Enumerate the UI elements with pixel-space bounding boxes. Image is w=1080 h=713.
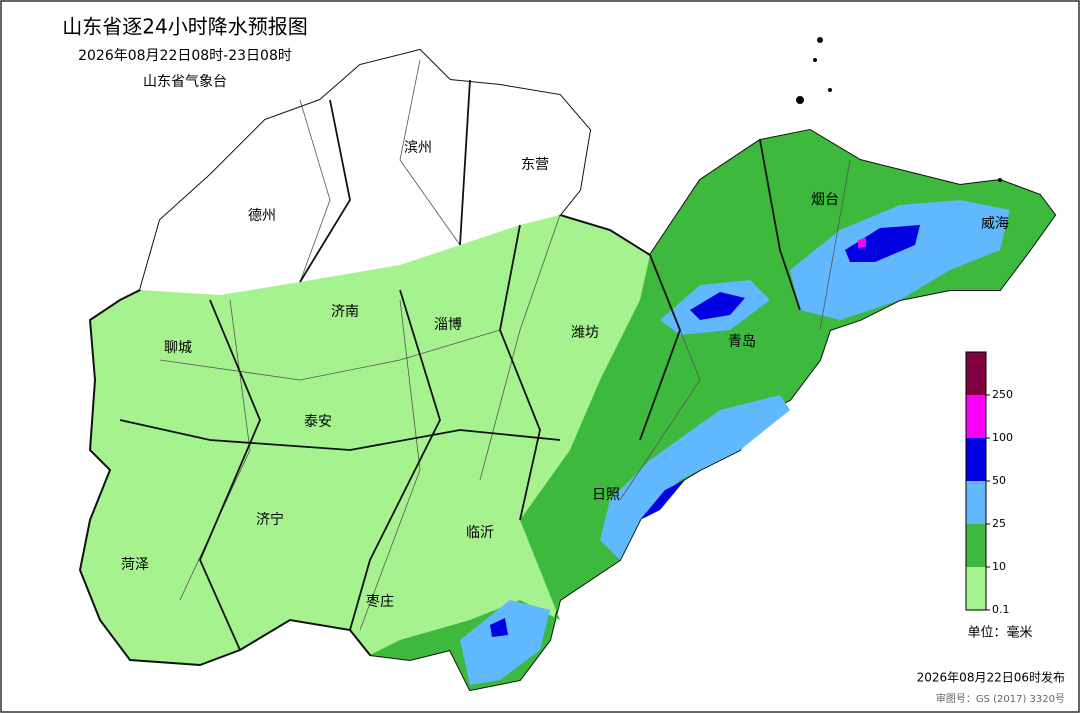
legend-swatch xyxy=(966,524,986,567)
rain-100 xyxy=(858,238,866,248)
legend-swatch xyxy=(966,567,986,610)
city-label: 东营 xyxy=(521,157,549,173)
city-label: 威海 xyxy=(981,216,1009,232)
legend-frame xyxy=(965,351,987,611)
review-number: 审图号：GS (2017) 3320号 xyxy=(936,692,1065,705)
city-borders xyxy=(119,79,801,651)
islands xyxy=(796,37,1002,182)
county-borders xyxy=(159,59,851,631)
period: 2026年08月22日08时-23日08时 xyxy=(78,48,292,64)
city-label: 泰安 xyxy=(304,414,332,430)
city-label: 聊城 xyxy=(164,340,192,356)
city-label: 济宁 xyxy=(256,511,284,528)
title-block: 山东省逐24小时降水预报图 2026年08月22日08时-23日08时 山东省气… xyxy=(62,15,307,91)
legend-swatch xyxy=(966,438,986,481)
issued-time: 2026年08月22日06时发布 xyxy=(917,670,1065,685)
city-label: 菏泽 xyxy=(121,557,149,573)
province-map xyxy=(78,37,1057,692)
dry-area xyxy=(140,50,590,295)
legend-swatch xyxy=(966,395,986,438)
rain-50 xyxy=(490,225,920,637)
legend-swatch xyxy=(966,481,986,524)
legend: 0.1 10 25 50 100 250 xyxy=(965,351,1013,616)
legend-unit: 单位：毫米 xyxy=(967,625,1032,641)
city-label: 临沂 xyxy=(466,525,494,541)
rain-25 xyxy=(460,200,1010,685)
map-title: 山东省逐24小时降水预报图 xyxy=(62,15,307,39)
city-label: 枣庄 xyxy=(366,593,394,610)
legend-label: 10 xyxy=(992,560,1006,573)
legend-label: 100 xyxy=(992,431,1013,444)
city-label: 济南 xyxy=(331,304,359,320)
city-labels: 滨州 东营 德州 烟台 威海 济南 淄博 潍坊 聊城 青岛 泰安 日照 济宁 临… xyxy=(121,140,1009,610)
legend-label: 50 xyxy=(992,474,1006,487)
city-label: 日照 xyxy=(592,487,620,503)
legend-swatch xyxy=(966,352,986,395)
city-label: 青岛 xyxy=(728,334,756,350)
city-label: 烟台 xyxy=(811,192,839,208)
legend-label: 25 xyxy=(992,517,1006,530)
city-label: 德州 xyxy=(248,208,276,224)
issuer: 山东省气象台 xyxy=(143,74,227,90)
city-label: 潍坊 xyxy=(571,325,599,341)
legend-label: 0.1 xyxy=(992,603,1010,616)
legend-label: 250 xyxy=(992,388,1013,401)
city-label: 滨州 xyxy=(404,140,432,156)
city-label: 淄博 xyxy=(434,316,462,333)
